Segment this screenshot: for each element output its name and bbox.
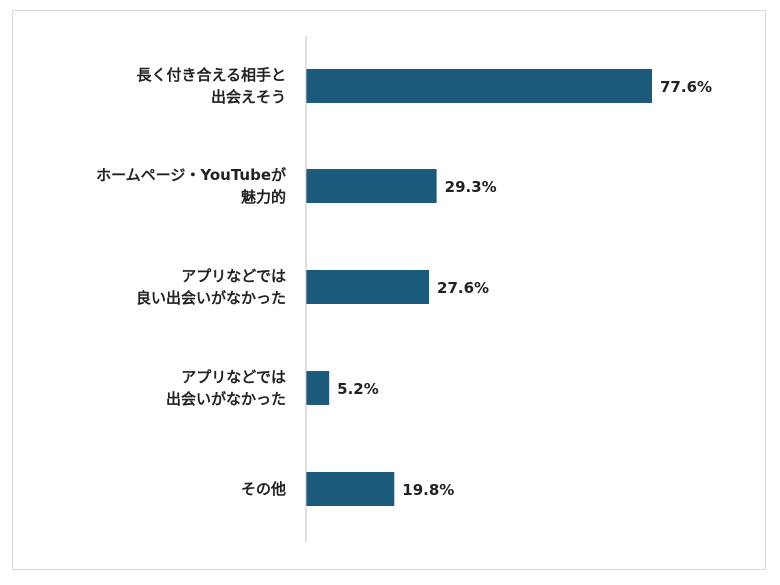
value-label-0: 77.6% (660, 78, 712, 96)
category-label-3-line-0: アプリなどでは (181, 368, 286, 386)
bar-2 (306, 270, 430, 304)
value-label-1: 29.3% (445, 178, 497, 196)
category-label-2-line-1: 良い出会いがなかった (136, 289, 286, 307)
category-label-2-line-0: アプリなどでは (181, 267, 286, 285)
category-label-4-line-0: その他 (241, 480, 286, 498)
category-label-1-line-0: ホームページ・YouTubeが (96, 166, 287, 184)
value-label-2: 27.6% (437, 279, 489, 297)
category-label-0-line-0: 長く付き合える相手と (136, 66, 286, 84)
category-label-0-line-1: 出会えそう (211, 88, 286, 106)
bar-3 (306, 371, 330, 405)
bar-group (306, 69, 652, 506)
bar-0 (306, 69, 652, 103)
bar-4 (306, 472, 395, 506)
value-label-group: 77.6% 29.3% 27.6% 5.2% 19.8% (337, 78, 712, 499)
bar-1 (306, 169, 437, 203)
category-label-3-line-1: 出会いがなかった (166, 390, 286, 408)
category-label-group: 長く付き合える相手と出会えそうホームページ・YouTubeが魅力的アプリなどでは… (96, 66, 287, 498)
value-label-4: 19.8% (402, 481, 454, 499)
value-label-3: 5.2% (337, 380, 379, 398)
category-label-1-line-1: 魅力的 (241, 188, 286, 206)
